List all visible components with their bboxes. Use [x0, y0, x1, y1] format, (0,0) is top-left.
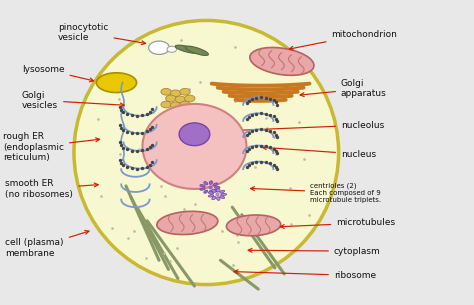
Text: nucleus: nucleus: [262, 146, 376, 159]
Text: mitochondrion: mitochondrion: [289, 30, 397, 50]
Ellipse shape: [212, 189, 216, 192]
Circle shape: [161, 88, 171, 95]
Circle shape: [170, 102, 181, 109]
Ellipse shape: [221, 193, 227, 196]
Ellipse shape: [200, 188, 205, 190]
Text: rough ER
(endoplasmic
reticulum): rough ER (endoplasmic reticulum): [3, 132, 100, 162]
Text: lysosome: lysosome: [22, 64, 93, 82]
Ellipse shape: [208, 192, 214, 194]
Ellipse shape: [175, 45, 200, 53]
Circle shape: [167, 46, 176, 52]
Text: ribosome: ribosome: [234, 270, 376, 280]
Ellipse shape: [209, 190, 213, 194]
Circle shape: [170, 90, 181, 97]
Ellipse shape: [220, 190, 225, 193]
Ellipse shape: [209, 181, 213, 185]
Ellipse shape: [157, 211, 218, 235]
Circle shape: [161, 101, 171, 108]
Ellipse shape: [179, 123, 210, 146]
Circle shape: [184, 95, 195, 102]
Text: cytoplasm: cytoplasm: [248, 247, 381, 256]
Circle shape: [180, 101, 190, 108]
Text: Golgi
vesicles: Golgi vesicles: [22, 91, 124, 110]
Ellipse shape: [220, 196, 225, 199]
Circle shape: [175, 96, 185, 103]
Text: nucleolus: nucleolus: [220, 121, 384, 133]
Ellipse shape: [204, 190, 208, 193]
Ellipse shape: [143, 104, 246, 189]
Ellipse shape: [96, 73, 137, 92]
Ellipse shape: [204, 181, 208, 185]
Circle shape: [165, 95, 176, 102]
Ellipse shape: [74, 20, 338, 285]
Ellipse shape: [217, 197, 220, 200]
Circle shape: [180, 88, 190, 95]
Text: microtubules: microtubules: [280, 218, 395, 228]
Ellipse shape: [200, 185, 205, 187]
Ellipse shape: [208, 195, 214, 197]
Text: smooth ER
(no ribosomes): smooth ER (no ribosomes): [5, 179, 98, 199]
Ellipse shape: [213, 189, 218, 192]
Text: Golgi
apparatus: Golgi apparatus: [300, 79, 387, 99]
Text: cell (plasma)
membrane: cell (plasma) membrane: [5, 231, 89, 258]
Ellipse shape: [185, 46, 209, 56]
Ellipse shape: [212, 196, 216, 200]
Ellipse shape: [250, 48, 314, 75]
Ellipse shape: [227, 215, 281, 236]
Circle shape: [149, 41, 169, 54]
Text: pinocytotic
vesicle: pinocytotic vesicle: [58, 23, 146, 45]
Ellipse shape: [213, 183, 218, 186]
Ellipse shape: [214, 186, 220, 188]
Ellipse shape: [217, 188, 220, 192]
Text: centrioles (2)
Each composed of 9
microtubule triplets.: centrioles (2) Each composed of 9 microt…: [251, 182, 382, 203]
